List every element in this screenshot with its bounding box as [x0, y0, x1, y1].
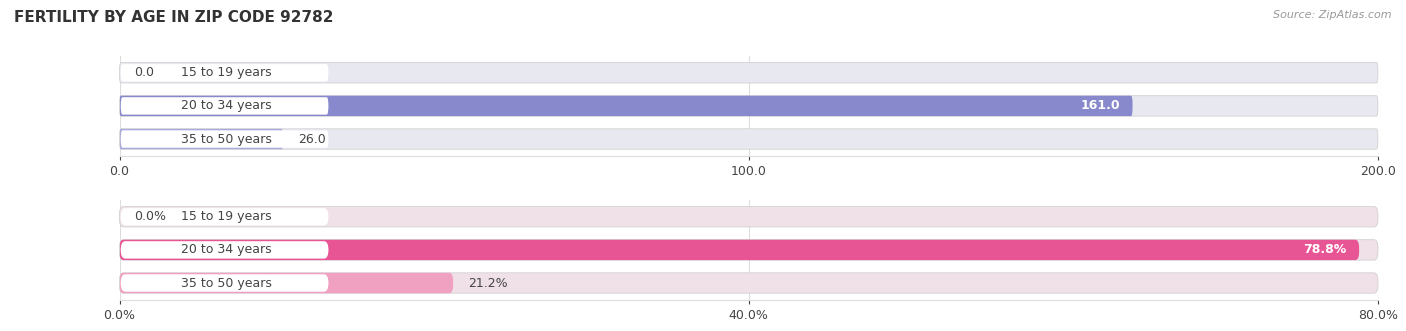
Text: 15 to 19 years: 15 to 19 years: [181, 66, 271, 79]
FancyBboxPatch shape: [120, 240, 1378, 260]
FancyBboxPatch shape: [121, 274, 329, 292]
Text: 15 to 19 years: 15 to 19 years: [181, 210, 271, 223]
Text: 0.0%: 0.0%: [135, 210, 166, 223]
Text: 161.0: 161.0: [1080, 99, 1121, 113]
Text: 78.8%: 78.8%: [1303, 243, 1347, 257]
Text: 20 to 34 years: 20 to 34 years: [181, 243, 271, 257]
FancyBboxPatch shape: [121, 241, 329, 259]
Text: 35 to 50 years: 35 to 50 years: [181, 132, 271, 146]
FancyBboxPatch shape: [120, 96, 1378, 116]
FancyBboxPatch shape: [120, 273, 1378, 293]
FancyBboxPatch shape: [121, 208, 329, 225]
FancyBboxPatch shape: [120, 129, 283, 149]
Text: 21.2%: 21.2%: [468, 276, 508, 290]
Text: 26.0: 26.0: [298, 132, 326, 146]
FancyBboxPatch shape: [120, 96, 1133, 116]
FancyBboxPatch shape: [121, 97, 329, 115]
FancyBboxPatch shape: [121, 130, 329, 148]
Text: FERTILITY BY AGE IN ZIP CODE 92782: FERTILITY BY AGE IN ZIP CODE 92782: [14, 10, 333, 25]
FancyBboxPatch shape: [120, 129, 1378, 149]
FancyBboxPatch shape: [120, 207, 1378, 227]
FancyBboxPatch shape: [120, 273, 453, 293]
Text: 35 to 50 years: 35 to 50 years: [181, 276, 271, 290]
FancyBboxPatch shape: [120, 240, 1360, 260]
Text: 0.0: 0.0: [135, 66, 155, 79]
Text: 20 to 34 years: 20 to 34 years: [181, 99, 271, 113]
FancyBboxPatch shape: [120, 63, 1378, 83]
FancyBboxPatch shape: [121, 64, 329, 81]
Text: Source: ZipAtlas.com: Source: ZipAtlas.com: [1274, 10, 1392, 20]
